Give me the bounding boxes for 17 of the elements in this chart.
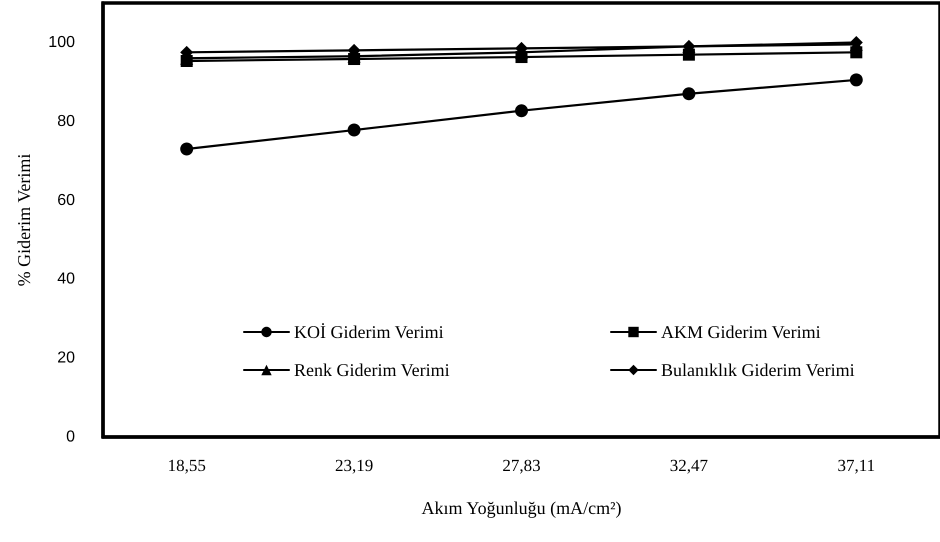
x-tick-label: 18,55 [168,456,206,475]
legend-label: Bulanıklık Giderim Verimi [661,360,855,380]
y-tick-label: 60 [57,192,76,209]
y-tick-label: 20 [57,350,76,367]
y-axis-title: % Giderim Verimi [14,154,34,286]
y-tick-label: 80 [57,112,76,130]
legend-label: KOİ Giderim Verimi [294,322,444,342]
x-tick-label: 23,19 [334,456,374,475]
x-tick-label: 32,47 [670,456,709,475]
y-tick-label: 0 [66,428,76,446]
legend-label: AKM Giderim Verimi [661,322,821,342]
y-tick-label: 100 [48,34,76,51]
x-axis-title: Akım Yoğunluğu (mA/cm²) [422,498,622,518]
legend-label: Renk Giderim Verimi [294,360,450,380]
x-tick-label: 27,83 [502,456,541,475]
x-tick-label: 37,11 [837,456,876,475]
y-tick-label: 40 [57,270,76,288]
